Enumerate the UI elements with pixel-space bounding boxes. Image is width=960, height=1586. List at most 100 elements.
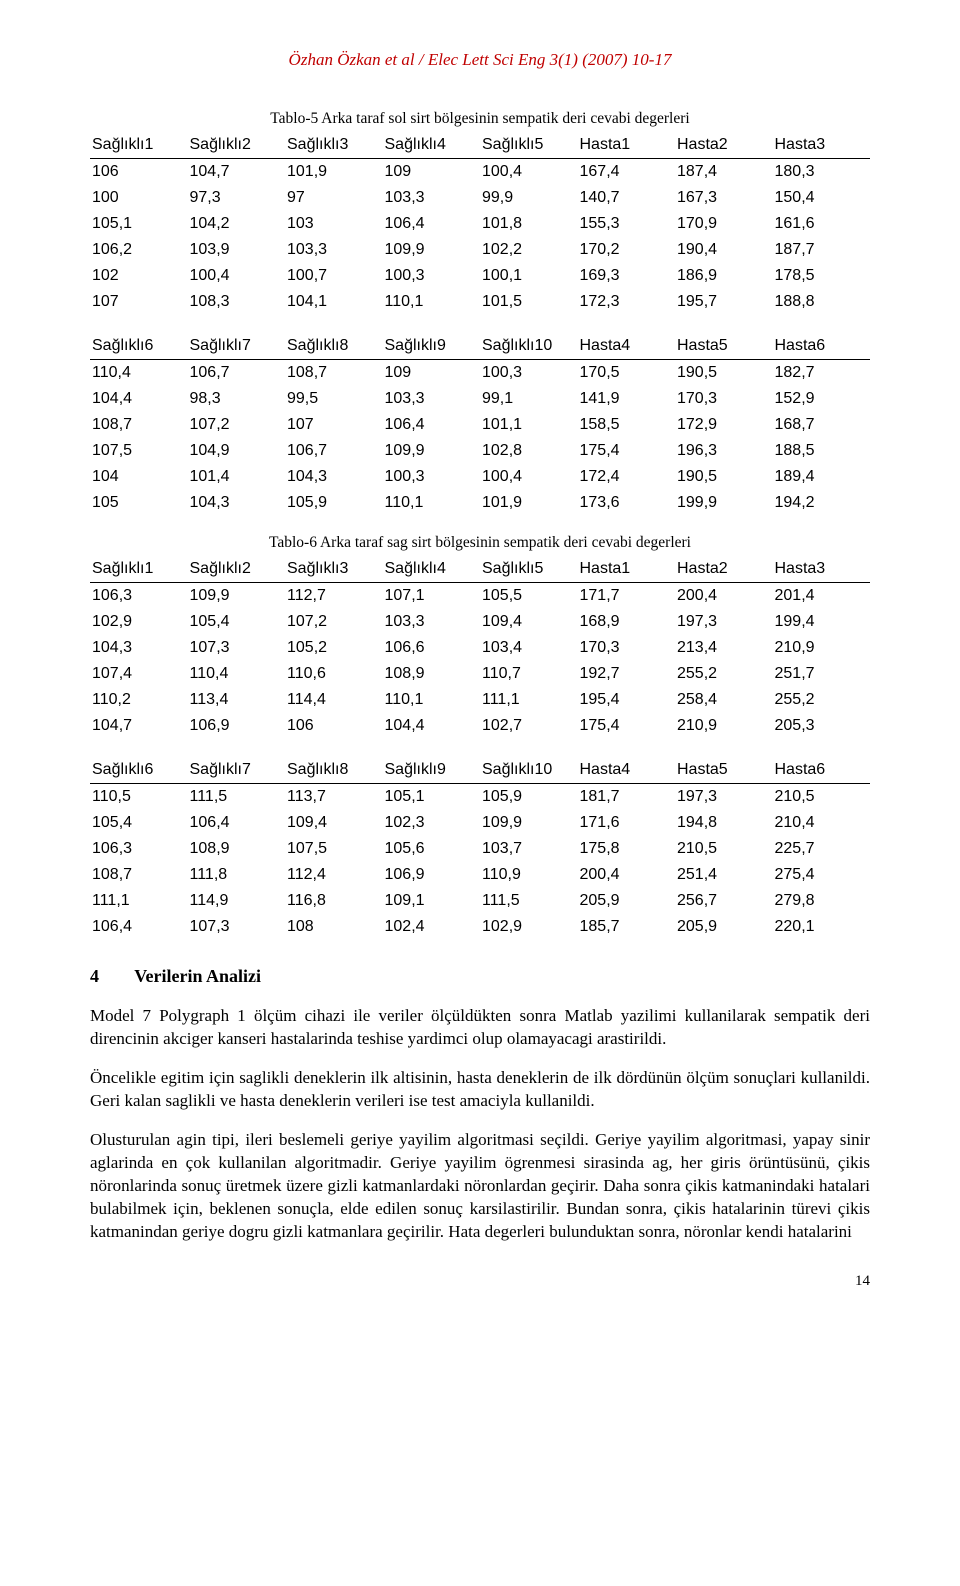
table-row: 104,498,399,5103,399,1141,9170,3152,9 (90, 386, 870, 412)
table-cell: 104,2 (188, 211, 286, 237)
table-cell: 100 (90, 185, 188, 211)
paragraph: Olusturulan agin tipi, ileri beslemeli g… (90, 1129, 870, 1244)
col-header: Sağlıklı4 (383, 556, 481, 583)
table-cell: 110,5 (90, 784, 188, 811)
table-cell: 103,3 (383, 386, 481, 412)
table-cell: 170,5 (578, 360, 676, 387)
table-cell: 197,3 (675, 609, 773, 635)
table-cell: 100,3 (383, 263, 481, 289)
table-row: 10097,397103,399,9140,7167,3150,4 (90, 185, 870, 211)
table-cell: 110,1 (383, 687, 481, 713)
table-cell: 105,4 (188, 609, 286, 635)
table-cell: 109,9 (383, 237, 481, 263)
table-cell: 106,7 (188, 360, 286, 387)
table-header: Sağlıklı1 Sağlıklı2 Sağlıklı3 Sağlıklı4 … (90, 132, 870, 159)
table-row: 108,7107,2107106,4101,1158,5172,9168,7 (90, 412, 870, 438)
col-header: Hasta4 (578, 333, 676, 360)
table-cell: 106,4 (188, 810, 286, 836)
table-cell: 113,7 (285, 784, 383, 811)
table-cell: 103,3 (285, 237, 383, 263)
page-number: 14 (90, 1273, 870, 1290)
table-cell: 161,6 (773, 211, 871, 237)
col-header: Hasta4 (578, 757, 676, 784)
paragraph: Öncelikle egitim için saglikli denekleri… (90, 1067, 870, 1113)
table-6b: Sağlıklı6 Sağlıklı7 Sağlıklı8 Sağlıklı9 … (90, 757, 870, 940)
table-cell: 103,9 (188, 237, 286, 263)
table-cell: 100,7 (285, 263, 383, 289)
table-cell: 102,4 (383, 914, 481, 940)
table-cell: 100,1 (480, 263, 578, 289)
table-cell: 100,4 (188, 263, 286, 289)
table5-caption: Tablo-5 Arka taraf sol sirt bölgesinin s… (90, 110, 870, 128)
table-cell: 107,1 (383, 583, 481, 610)
table-cell: 101,4 (188, 464, 286, 490)
table-cell: 106,3 (90, 836, 188, 862)
col-header: Sağlıklı2 (188, 556, 286, 583)
table-cell: 275,4 (773, 862, 871, 888)
table-cell: 108,9 (188, 836, 286, 862)
table-cell: 185,7 (578, 914, 676, 940)
table-cell: 105 (90, 490, 188, 516)
table-cell: 251,4 (675, 862, 773, 888)
table-cell: 200,4 (675, 583, 773, 610)
table-cell: 106,2 (90, 237, 188, 263)
col-header: Hasta2 (675, 556, 773, 583)
table-cell: 251,7 (773, 661, 871, 687)
table-cell: 194,8 (675, 810, 773, 836)
table-row: 106104,7101,9109100,4167,4187,4180,3 (90, 159, 870, 186)
table-cell: 150,4 (773, 185, 871, 211)
table-cell: 170,2 (578, 237, 676, 263)
table-cell: 189,4 (773, 464, 871, 490)
table-cell: 104,3 (285, 464, 383, 490)
table-cell: 187,4 (675, 159, 773, 186)
table-cell: 107,5 (90, 438, 188, 464)
table-cell: 109,9 (383, 438, 481, 464)
table-cell: 103 (285, 211, 383, 237)
table-cell: 194,2 (773, 490, 871, 516)
table-cell: 258,4 (675, 687, 773, 713)
section-title: Verilerin Analizi (134, 966, 261, 986)
table-cell: 102,7 (480, 713, 578, 739)
table-cell: 103,4 (480, 635, 578, 661)
table-cell: 220,1 (773, 914, 871, 940)
col-header: Sağlıklı10 (480, 757, 578, 784)
table-cell: 101,9 (285, 159, 383, 186)
table-cell: 108,9 (383, 661, 481, 687)
table-cell: 107 (285, 412, 383, 438)
col-header: Sağlıklı1 (90, 556, 188, 583)
table-cell: 109,4 (480, 609, 578, 635)
col-header: Sağlıklı2 (188, 132, 286, 159)
table-cell: 105,1 (383, 784, 481, 811)
col-header: Hasta1 (578, 556, 676, 583)
table-cell: 98,3 (188, 386, 286, 412)
table-cell: 178,5 (773, 263, 871, 289)
col-header: Sağlıklı8 (285, 333, 383, 360)
table-cell: 110,2 (90, 687, 188, 713)
table-cell: 188,5 (773, 438, 871, 464)
table6-caption: Tablo-6 Arka taraf sag sirt bölgesinin s… (90, 534, 870, 552)
col-header: Sağlıklı3 (285, 556, 383, 583)
paragraph: Model 7 Polygraph 1 ölçüm cihazi ile ver… (90, 1005, 870, 1051)
table-header: Sağlıklı1 Sağlıklı2 Sağlıklı3 Sağlıklı4 … (90, 556, 870, 583)
table-row: 110,2113,4114,4110,1111,1195,4258,4255,2 (90, 687, 870, 713)
table-cell: 101,5 (480, 289, 578, 315)
table-cell: 110,1 (383, 490, 481, 516)
table-cell: 172,4 (578, 464, 676, 490)
table-cell: 99,1 (480, 386, 578, 412)
table-row: 102100,4100,7100,3100,1169,3186,9178,5 (90, 263, 870, 289)
table-cell: 210,4 (773, 810, 871, 836)
section-number: 4 (90, 966, 130, 987)
table-cell: 106,6 (383, 635, 481, 661)
table-row: 110,5111,5113,7105,1105,9181,7197,3210,5 (90, 784, 870, 811)
table-cell: 107,3 (188, 914, 286, 940)
table-row: 107108,3104,1110,1101,5172,3195,7188,8 (90, 289, 870, 315)
table-cell: 108,3 (188, 289, 286, 315)
col-header: Hasta1 (578, 132, 676, 159)
col-header: Sağlıklı7 (188, 333, 286, 360)
table-cell: 105,9 (480, 784, 578, 811)
table-cell: 107 (90, 289, 188, 315)
table-cell: 205,9 (675, 914, 773, 940)
col-header: Hasta3 (773, 556, 871, 583)
col-header: Sağlıklı6 (90, 757, 188, 784)
table-header: Sağlıklı6 Sağlıklı7 Sağlıklı8 Sağlıklı9 … (90, 333, 870, 360)
